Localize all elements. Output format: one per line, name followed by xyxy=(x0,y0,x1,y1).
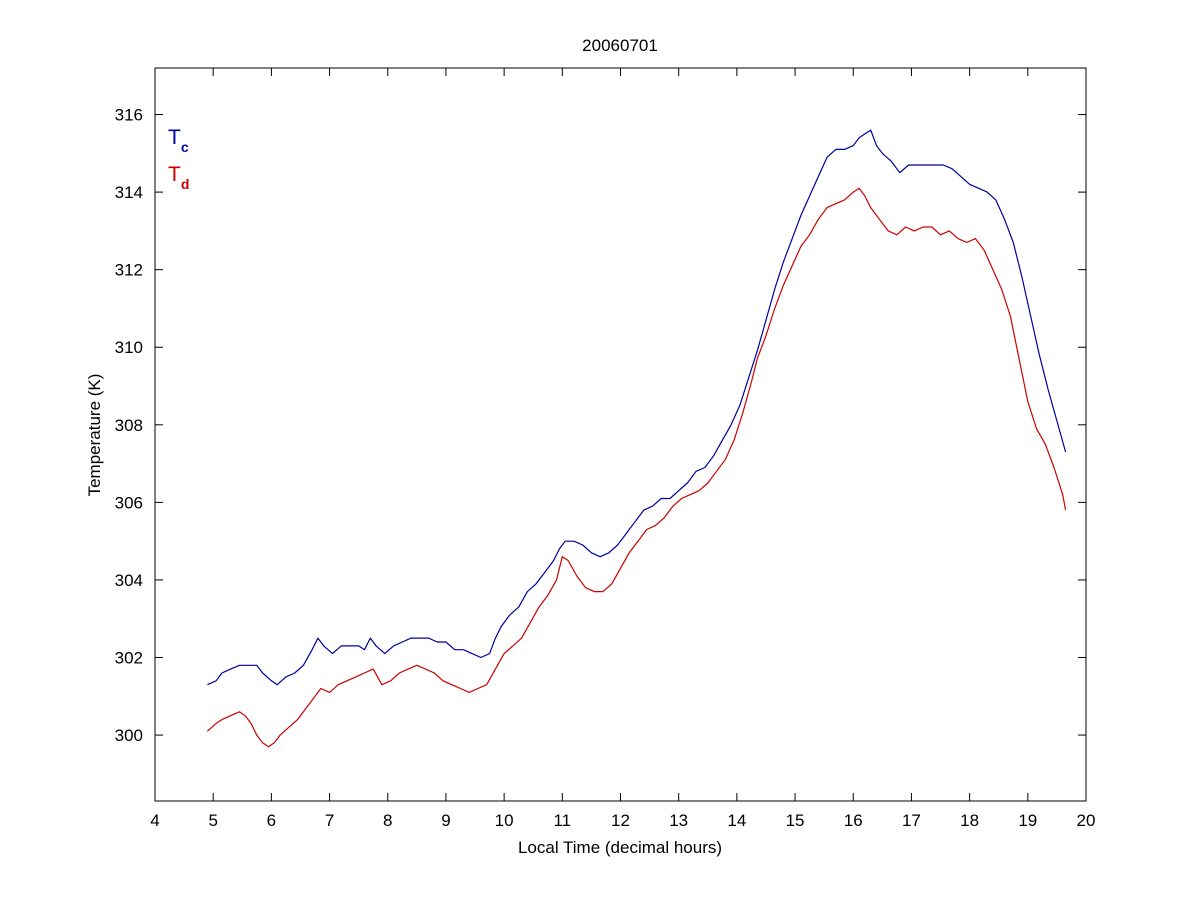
legend-entry-td: Td xyxy=(168,163,189,192)
x-tick-label: 12 xyxy=(611,811,630,830)
y-tick-label: 300 xyxy=(115,726,143,745)
legend-label: T xyxy=(168,126,181,149)
x-tick-label: 16 xyxy=(844,811,863,830)
x-tick-label: 10 xyxy=(495,811,514,830)
x-tick-label: 8 xyxy=(383,811,392,830)
y-axis: 300 302 304 306 308 310 312 314 316 xyxy=(115,106,1086,745)
x-tick-label: 7 xyxy=(325,811,334,830)
y-tick-label: 302 xyxy=(115,649,143,668)
x-tick-label: 9 xyxy=(441,811,450,830)
legend-subscript: d xyxy=(181,176,190,192)
y-tick-label: 308 xyxy=(115,416,143,435)
y-tick-label: 310 xyxy=(115,338,143,357)
y-tick-label: 306 xyxy=(115,493,143,512)
x-tick-label: 20 xyxy=(1077,811,1096,830)
legend-entry-tc: Tc xyxy=(168,126,189,155)
series-line-td xyxy=(206,187,1067,748)
y-tick-label: 312 xyxy=(115,261,143,280)
x-tick-label: 14 xyxy=(727,811,746,830)
x-tick-label: 4 xyxy=(150,811,159,830)
chart-title: 20060701 xyxy=(582,36,658,55)
x-tick-label: 6 xyxy=(267,811,276,830)
x-tick-label: 19 xyxy=(1018,811,1037,830)
x-tick-label: 11 xyxy=(553,811,571,830)
legend-label: T xyxy=(168,163,181,186)
x-tick-label: 18 xyxy=(960,811,979,830)
series-line-tc xyxy=(207,129,1067,686)
y-axis-title: Temperature (K) xyxy=(85,374,104,497)
x-axis: 4 5 6 7 8 9 10 11 12 13 14 15 16 17 18 19 20 xyxy=(150,68,1095,830)
y-tick-label: 316 xyxy=(115,106,143,125)
x-tick-label: 15 xyxy=(786,811,805,830)
x-tick-label: 5 xyxy=(208,811,217,830)
plot-background xyxy=(155,68,1086,801)
series-layer xyxy=(206,129,1067,748)
x-axis-title: Local Time (decimal hours) xyxy=(518,838,722,857)
legend-subscript: c xyxy=(181,139,189,155)
x-tick-label: 17 xyxy=(902,811,921,830)
y-tick-label: 304 xyxy=(115,571,143,590)
y-tick-label: 314 xyxy=(115,183,143,202)
x-tick-label: 13 xyxy=(669,811,688,830)
